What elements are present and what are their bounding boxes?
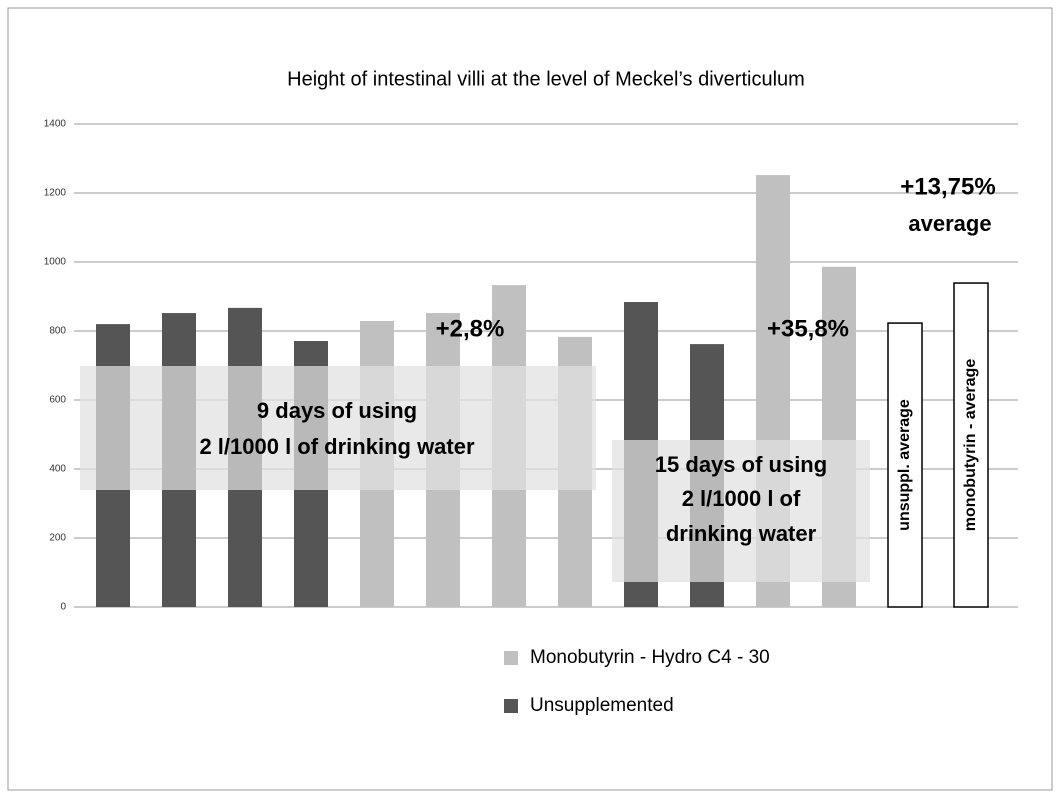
- y-tick-label: 400: [49, 464, 66, 475]
- average-label: unsuppl. average: [896, 399, 913, 531]
- y-tick-label: 800: [49, 326, 66, 337]
- y-tick-label: 1200: [44, 188, 67, 199]
- y-tick-label: 1000: [44, 257, 67, 268]
- y-tick-label: 1400: [44, 119, 67, 130]
- average-box: [953, 282, 989, 608]
- annotation: 2 l/1000 l of drinking water: [199, 434, 475, 459]
- legend-swatch: [504, 699, 518, 713]
- annotation: average: [908, 211, 991, 236]
- annotation: +2,8%: [436, 315, 505, 342]
- annotation: 2 l/1000 l of: [682, 486, 801, 511]
- chart-title: Height of intestinal villi at the level …: [287, 68, 805, 90]
- y-tick-label: 0: [60, 602, 66, 613]
- y-tick-label: 600: [49, 395, 66, 406]
- annotation: 9 days of using: [257, 398, 417, 423]
- legend-swatch: [504, 651, 518, 665]
- annotation: +13,75%: [900, 173, 995, 200]
- legend-label: Monobutyrin - Hydro C4 - 30: [530, 647, 770, 668]
- annotation: 15 days of using: [655, 452, 827, 477]
- average-label: monobutyrin - average: [962, 359, 979, 532]
- average-box: [887, 322, 923, 608]
- legend-label: Unsupplemented: [530, 695, 674, 716]
- shade-box: [80, 366, 596, 490]
- annotation: drinking water: [666, 521, 817, 546]
- shade-box: [612, 440, 870, 582]
- annotation: +35,8%: [767, 315, 849, 342]
- y-tick-label: 200: [49, 533, 66, 544]
